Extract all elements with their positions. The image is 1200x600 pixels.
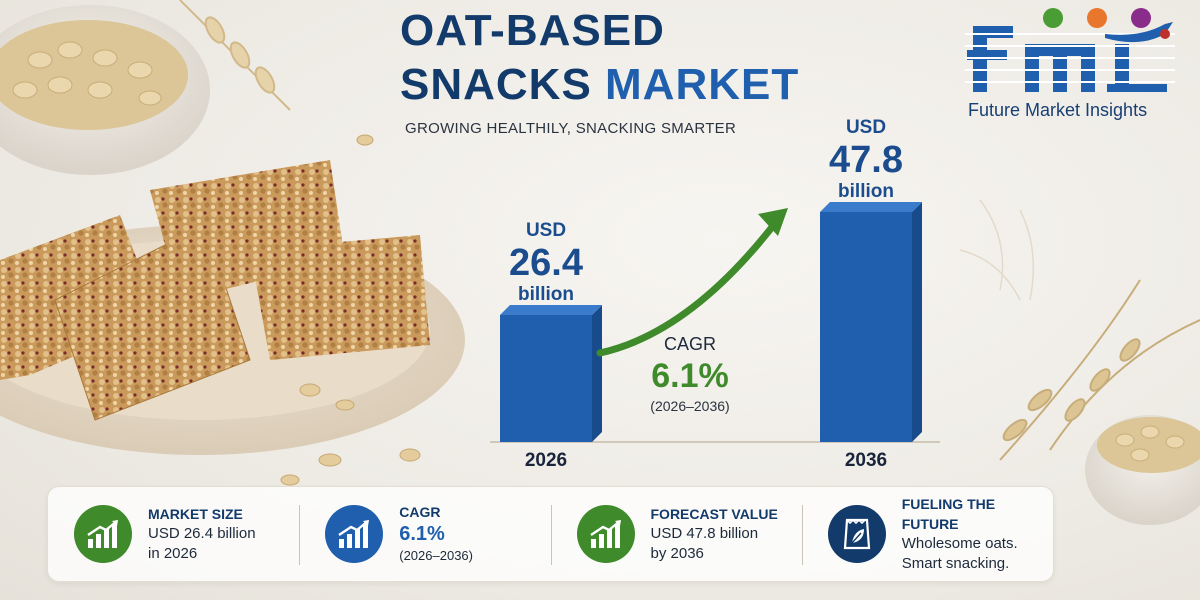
stat-heading: MARKET SIZE: [148, 506, 243, 522]
bar-label-currency: USD: [845, 117, 887, 138]
bar-label-currency: USD: [525, 219, 567, 241]
chart-canvas: [490, 202, 940, 443]
cagr-annotation: CAGR 6.1% (2026–2036): [620, 332, 760, 416]
bar-2036: [820, 202, 922, 442]
title-line-1: OAT-BASED: [400, 6, 665, 55]
growth-chart-icon: [74, 505, 132, 563]
growth-chart-icon: [576, 505, 635, 563]
bar-label-unit: billion: [838, 181, 894, 202]
stat-heading: CAGR: [399, 504, 441, 520]
stat-heading: FUELING THE FUTURE: [901, 496, 996, 532]
stats-panel: MARKET SIZE USD 26.4 billion in 2026 CAG…: [47, 486, 1054, 582]
fmi-logo: [965, 8, 1175, 92]
stat-card-forecast-value: FORECAST VALUE USD 47.8 billion by 2036: [550, 487, 802, 581]
stat-detail: by 2036: [650, 545, 704, 562]
cagr-label: CAGR: [663, 334, 716, 354]
cagr-value: 6.1%: [651, 357, 729, 395]
title-word-snacks: SNACKS: [400, 60, 592, 109]
stat-detail: (2026–2036): [399, 548, 473, 563]
bar-label-2026: USD 26.4 billion: [480, 220, 612, 306]
page-title: OAT-BASED SNACKS MARKET: [400, 4, 840, 112]
stat-value: USD 26.4 billion: [148, 525, 256, 542]
page-subtitle: GROWING HEALTHILY, SNACKING SMARTER: [405, 120, 737, 137]
stat-value: USD 47.8 billion: [650, 525, 759, 542]
stat-card-market-size: MARKET SIZE USD 26.4 billion in 2026: [48, 487, 299, 581]
title-line-2: SNACKS MARKET: [400, 58, 840, 112]
bar-label-unit: billion: [518, 283, 574, 305]
stat-card-fueling-the-future: FUELING THE FUTURE Wholesome oats. Smart…: [801, 487, 1053, 581]
x-tick-label-2026: 2026: [524, 450, 568, 471]
growth-chart-icon: [325, 505, 384, 563]
stat-detail: in 2026: [148, 545, 198, 562]
stat-card-cagr: CAGR 6.1% (2026–2036): [299, 487, 550, 581]
title-word-market: MARKET: [605, 60, 800, 109]
stat-heading: FORECAST VALUE: [650, 506, 778, 522]
logo-text: Future Market Insights: [968, 100, 1148, 120]
stat-detail: Smart snacking.: [901, 555, 1010, 572]
bar-2026: [500, 304, 602, 442]
bar-label-2036: USD 47.8 billion: [800, 117, 932, 203]
bar-label-value: 26.4: [509, 241, 583, 284]
bar-label-value: 47.8: [829, 139, 903, 181]
cagr-period: (2026–2036): [650, 398, 730, 414]
stat-value: Wholesome oats.: [901, 535, 1018, 552]
x-tick-label-2036: 2036: [844, 450, 888, 471]
market-growth-chart: USD 26.4 billion USD 47.8 billion 2026 2…: [470, 117, 970, 480]
stat-value: 6.1%: [399, 523, 445, 545]
growth-arrow: [596, 208, 788, 357]
snack-bag-icon: [827, 505, 886, 563]
